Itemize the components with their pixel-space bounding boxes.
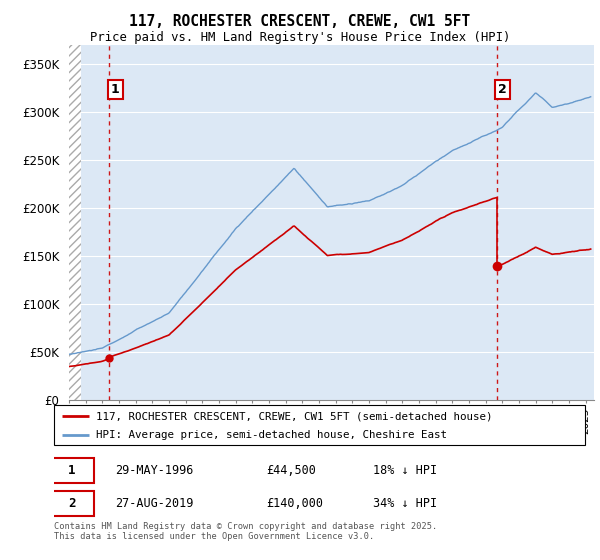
Text: Price paid vs. HM Land Registry's House Price Index (HPI): Price paid vs. HM Land Registry's House … xyxy=(90,31,510,44)
Text: 29-MAY-1996: 29-MAY-1996 xyxy=(115,464,193,477)
FancyBboxPatch shape xyxy=(49,491,94,516)
Text: 117, ROCHESTER CRESCENT, CREWE, CW1 5FT (semi-detached house): 117, ROCHESTER CRESCENT, CREWE, CW1 5FT … xyxy=(97,411,493,421)
FancyBboxPatch shape xyxy=(49,458,94,483)
Text: 27-AUG-2019: 27-AUG-2019 xyxy=(115,497,193,510)
Text: Contains HM Land Registry data © Crown copyright and database right 2025.
This d: Contains HM Land Registry data © Crown c… xyxy=(54,522,437,542)
Text: 18% ↓ HPI: 18% ↓ HPI xyxy=(373,464,437,477)
Text: 2: 2 xyxy=(498,83,507,96)
Text: 34% ↓ HPI: 34% ↓ HPI xyxy=(373,497,437,510)
Text: £44,500: £44,500 xyxy=(266,464,316,477)
Text: 1: 1 xyxy=(110,83,119,96)
Text: HPI: Average price, semi-detached house, Cheshire East: HPI: Average price, semi-detached house,… xyxy=(97,430,448,440)
Text: 117, ROCHESTER CRESCENT, CREWE, CW1 5FT: 117, ROCHESTER CRESCENT, CREWE, CW1 5FT xyxy=(130,14,470,29)
FancyBboxPatch shape xyxy=(54,405,585,445)
Text: £140,000: £140,000 xyxy=(266,497,323,510)
Text: 2: 2 xyxy=(68,497,75,510)
Text: 1: 1 xyxy=(68,464,75,477)
